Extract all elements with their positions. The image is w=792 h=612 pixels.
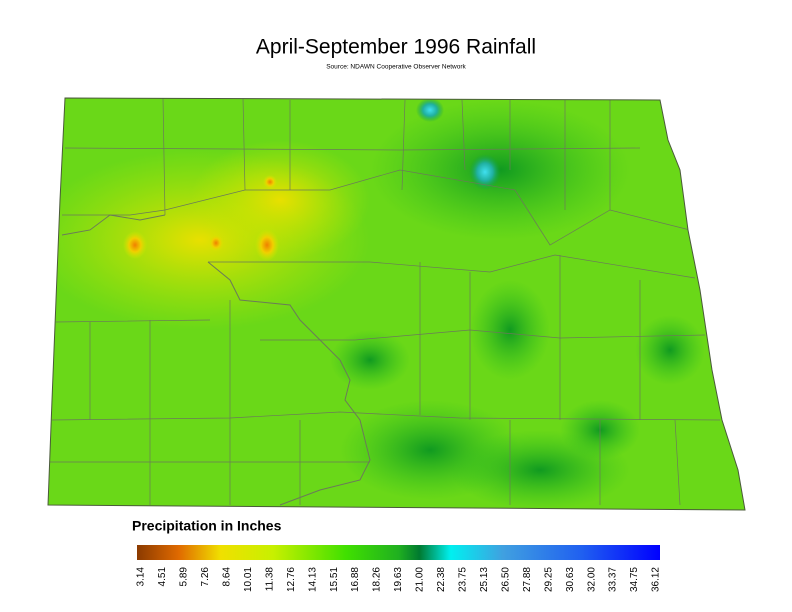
legend-tick-label: 27.88 [522,567,533,592]
legend-tick-label: 26.50 [500,567,511,592]
wet-spot [416,98,444,122]
legend-tick-label: 14.13 [307,567,318,592]
state-outline [47,97,746,511]
legend-tick-label: 30.63 [565,567,576,592]
legend-tick-label: 23.75 [458,567,469,592]
legend-tick-label: 34.75 [629,567,640,592]
legend-tick-label: 12.76 [286,567,297,592]
county-lines [50,98,721,506]
dry-spot [123,231,147,259]
legend-tick-label: 33.37 [608,567,619,592]
dry-spot [255,229,279,261]
legend-tick-label: 4.51 [157,567,168,587]
legend-tick-label: 3.14 [136,567,147,587]
state-map [48,98,745,510]
wet-area [330,330,410,390]
wet-area [470,280,550,380]
legend-tick-label: 16.88 [350,567,361,592]
color-scale [137,545,660,560]
legend-tick-label: 25.13 [479,567,490,592]
legend-tick-label: 8.64 [221,567,232,587]
legend-tick-label: 19.63 [393,567,404,592]
dry-area [190,140,370,260]
dry-spot [208,234,224,252]
dry-spot [263,175,277,189]
legend-tick-label: 15.51 [329,567,340,592]
wet-spot [469,154,501,190]
legend-tick-label: 32.00 [586,567,597,592]
legend-tick-label: 29.25 [543,567,554,592]
wet-area [635,315,705,385]
legend-ticks: 3.14 4.51 5.89 7.26 8.64 10.01 11.38 12.76 14.13… [136,567,662,592]
legend-tick-label: 36.12 [651,567,662,592]
legend-tick-label: 5.89 [179,567,190,587]
legend-tick-label: 10.01 [243,567,254,592]
legend-tick-label: 18.26 [372,567,383,592]
legend-tick-label: 21.00 [415,567,426,592]
legend-tick-label: 11.38 [264,567,275,592]
legend-title: Precipitation in Inches [132,518,282,534]
legend-tick-label: 7.26 [200,567,211,587]
legend-tick-label: 22.38 [436,567,447,592]
subtitle: Source: NDAWN Cooperative Observer Netwo… [326,64,466,71]
title: April-September 1996 Rainfall [256,36,536,59]
